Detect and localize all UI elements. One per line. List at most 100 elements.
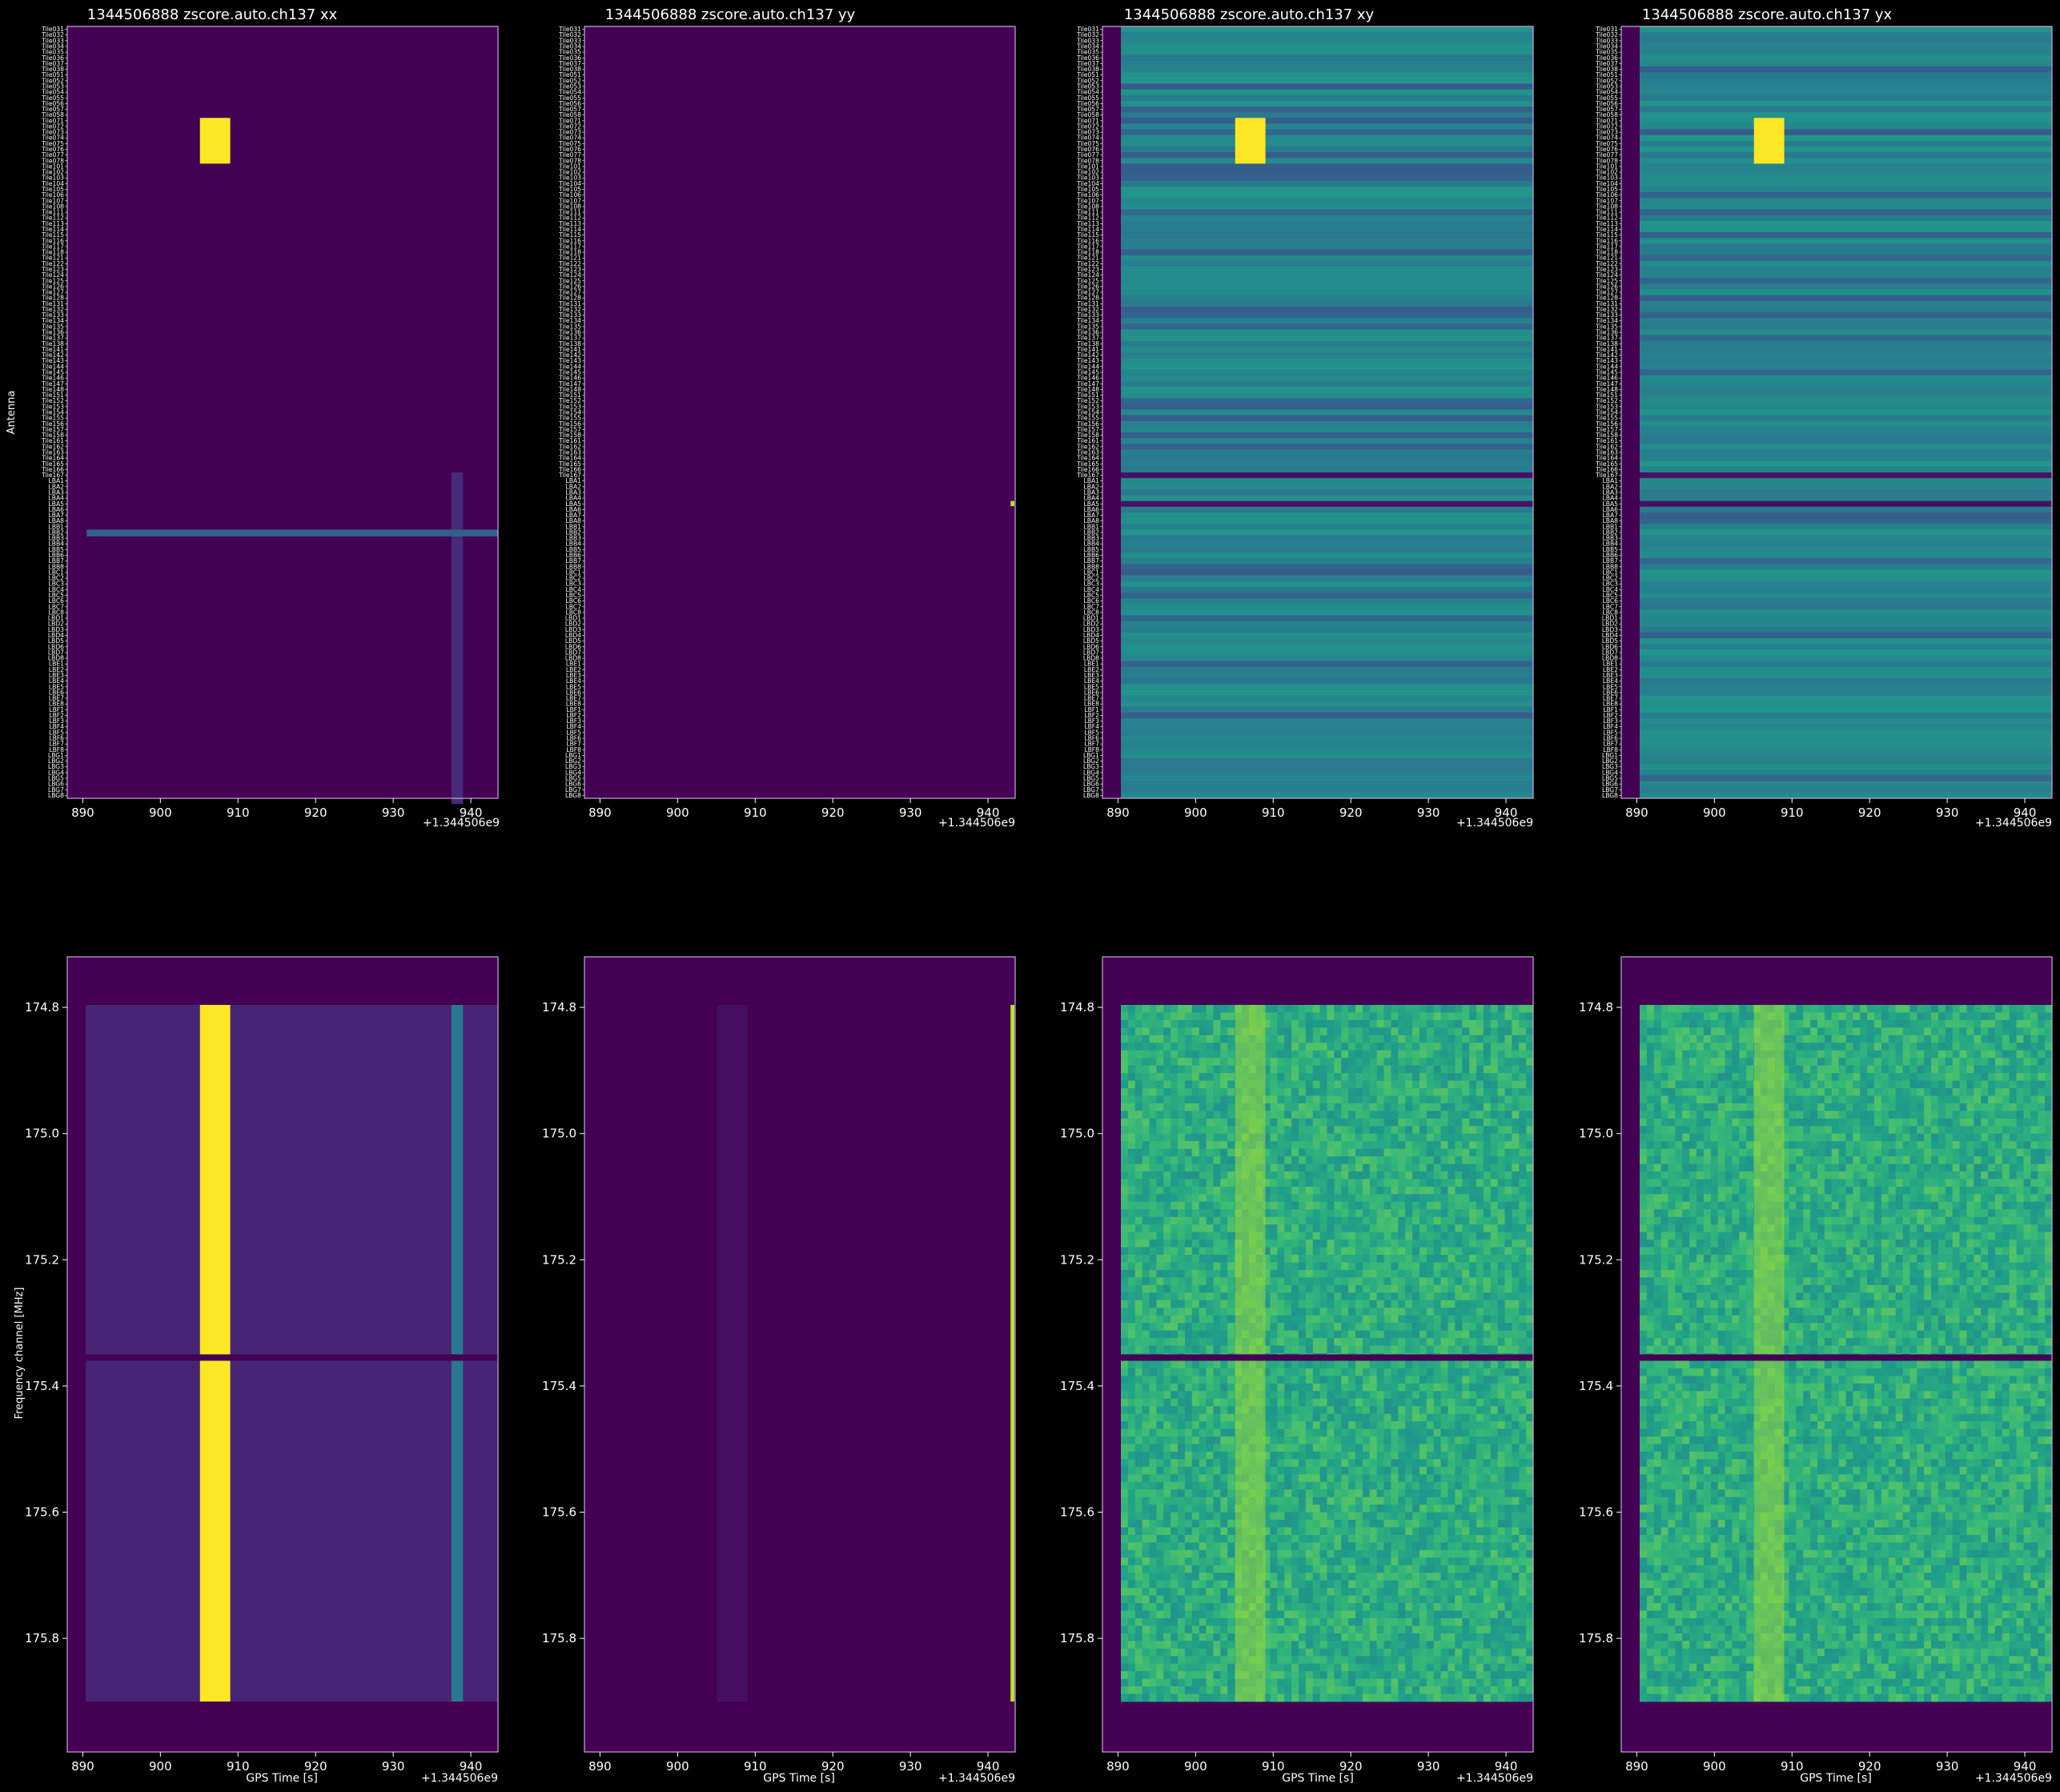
heatmap-cell xyxy=(1433,1209,1441,1218)
heatmap-cell xyxy=(1319,1073,1327,1081)
heatmap-cell xyxy=(1277,1338,1285,1346)
heatmap-cell xyxy=(1220,1338,1228,1346)
heatmap-cell xyxy=(1142,1338,1150,1346)
heatmap-cell xyxy=(1142,1027,1150,1036)
heatmap-cell xyxy=(1334,1088,1342,1096)
heatmap-row xyxy=(1121,329,1533,335)
heatmap-cell xyxy=(1341,1073,1349,1081)
y-tick-label: LBA1 xyxy=(1084,477,1100,484)
heatmap-cell xyxy=(1376,1421,1384,1429)
heatmap-cell xyxy=(1263,1141,1271,1150)
heatmap-cell xyxy=(1519,1163,1527,1172)
heatmap-row xyxy=(1121,540,1533,548)
heatmap-background xyxy=(584,26,1015,798)
heatmap-cell xyxy=(1213,1292,1221,1301)
y-tick-label: Tile135 xyxy=(41,323,64,330)
heatmap-cell xyxy=(1121,1118,1129,1127)
heatmap-cell xyxy=(1476,1277,1484,1286)
heatmap-cell xyxy=(1483,1095,1492,1104)
heatmap-cell xyxy=(1426,1406,1435,1415)
heatmap-cell xyxy=(1334,1027,1342,1036)
y-tick-label: Tile122 xyxy=(41,260,64,267)
heatmap-cell xyxy=(1448,1141,1456,1150)
heatmap-cell xyxy=(1178,1133,1186,1142)
heatmap-cell xyxy=(1206,1240,1214,1248)
heatmap-cell xyxy=(1220,1284,1228,1293)
heatmap-cell xyxy=(1519,1247,1527,1256)
heatmap-cell xyxy=(1163,1413,1171,1422)
heatmap-cell xyxy=(1376,1186,1384,1195)
heatmap-cell xyxy=(1376,1043,1384,1051)
heatmap-cell xyxy=(1142,1330,1150,1339)
heatmap-cell xyxy=(1526,1209,1534,1218)
heatmap-row xyxy=(1640,535,2052,541)
heatmap-cell xyxy=(1519,1148,1527,1157)
heatmap-cell xyxy=(1291,1043,1299,1051)
heatmap-cell xyxy=(1156,1156,1164,1164)
heatmap-cell xyxy=(1156,1118,1164,1127)
heatmap-cell xyxy=(1362,1421,1371,1429)
heatmap-cell xyxy=(1455,1050,1463,1059)
heatmap-cell xyxy=(1355,1391,1363,1400)
heatmap-cell xyxy=(1355,1012,1363,1021)
y-tick-label: Tile118 xyxy=(1076,249,1099,256)
heatmap-row xyxy=(1121,598,1533,605)
heatmap-cell xyxy=(1163,1323,1171,1332)
heatmap-row xyxy=(1640,54,2052,62)
heatmap-cell xyxy=(1270,1141,1278,1150)
heatmap-cell xyxy=(1142,1209,1150,1218)
heatmap-cell xyxy=(1412,1428,1420,1437)
heatmap-cell xyxy=(1227,1308,1235,1316)
y-tick-label: LBG1 xyxy=(48,752,64,759)
heatmap-cell xyxy=(1405,1436,1413,1444)
heatmap-cell xyxy=(1490,1133,1499,1142)
heatmap-cell xyxy=(1134,1148,1143,1157)
heatmap-cell xyxy=(1469,1095,1477,1104)
heatmap-fill xyxy=(86,1005,498,1702)
heatmap-row xyxy=(1121,512,1533,519)
heatmap-cell xyxy=(1483,1368,1492,1376)
heatmap-cell xyxy=(1277,1156,1285,1164)
heatmap-cell xyxy=(1398,1148,1406,1157)
heatmap-cell xyxy=(1355,1300,1363,1308)
y-tick-label: LBA7 xyxy=(1084,512,1100,519)
heatmap-cell xyxy=(1142,1163,1150,1172)
heatmap-cell xyxy=(1270,1368,1278,1376)
heatmap-cell xyxy=(1490,1269,1499,1278)
heatmap-cell xyxy=(1206,1156,1214,1164)
heatmap-cell xyxy=(1327,1368,1335,1376)
heatmap-cell xyxy=(1440,1019,1448,1028)
y-tick-label: Tile112 xyxy=(1595,215,1618,222)
y-tick-label: Tile104 xyxy=(1595,180,1618,187)
heatmap-cell xyxy=(1334,1292,1342,1301)
heatmap-cell xyxy=(1383,1012,1391,1021)
heatmap-row xyxy=(1640,706,2052,713)
heatmap-cell xyxy=(1497,1148,1505,1157)
y-tick-label: Tile152 xyxy=(1595,397,1618,404)
y-tick-label: Tile154 xyxy=(1076,409,1099,416)
heatmap-cell xyxy=(1178,1368,1186,1376)
heatmap-cell xyxy=(1142,1088,1150,1096)
heatmap-cell xyxy=(1398,1179,1406,1187)
heatmap-cell xyxy=(1163,1035,1171,1043)
heatmap-cell xyxy=(1398,1262,1406,1271)
heatmap-cell xyxy=(1455,1262,1463,1271)
heatmap-cell xyxy=(1134,1277,1143,1286)
heatmap-cell xyxy=(1483,1292,1492,1301)
heatmap-cell xyxy=(1519,1019,1527,1028)
heatmap-row xyxy=(1121,215,1533,222)
heatmap-cell xyxy=(1263,1156,1271,1164)
heatmap-cell xyxy=(1220,1201,1228,1210)
heatmap-cell xyxy=(1334,1201,1342,1210)
heatmap-cell xyxy=(1284,1080,1292,1089)
heatmap-cell xyxy=(1227,1148,1235,1157)
heatmap-cell xyxy=(1134,1262,1143,1271)
y-tick-label: Tile037 xyxy=(1595,60,1618,67)
y-tick-label: LBA4 xyxy=(49,495,65,502)
y-tick-label: LBB8 xyxy=(1084,563,1100,570)
y-tick-label: LBD7 xyxy=(48,649,64,656)
heatmap-cell xyxy=(1476,1050,1484,1059)
heatmap-cell xyxy=(1312,1148,1321,1157)
heatmap-cell xyxy=(1490,1019,1499,1028)
heatmap-cell xyxy=(1277,1413,1285,1422)
